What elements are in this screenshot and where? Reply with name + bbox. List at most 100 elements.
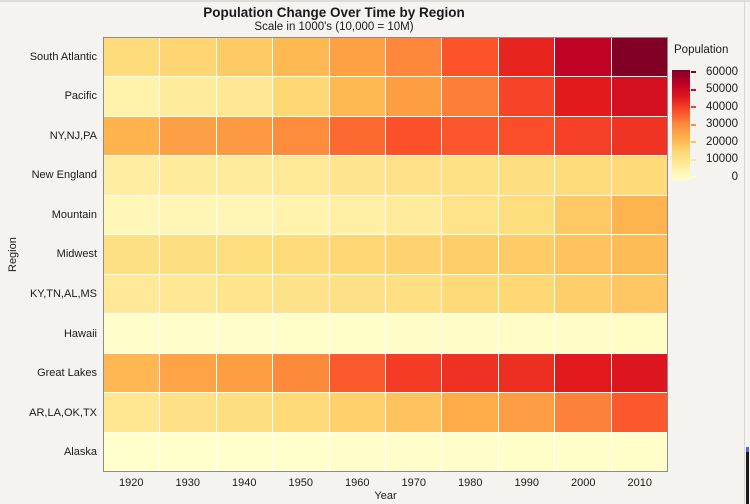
heatmap-cell[interactable] bbox=[160, 235, 216, 274]
heatmap-cell[interactable] bbox=[160, 116, 216, 156]
heatmap-cell[interactable] bbox=[273, 116, 329, 156]
heatmap-cell[interactable] bbox=[273, 195, 329, 235]
heatmap-cell[interactable] bbox=[216, 274, 273, 314]
heatmap-cell[interactable] bbox=[611, 77, 667, 116]
heatmap-cell[interactable] bbox=[442, 156, 498, 195]
heatmap-cell[interactable] bbox=[104, 432, 160, 471]
heatmap-cell[interactable] bbox=[611, 195, 667, 235]
heatmap-cell[interactable] bbox=[555, 38, 611, 77]
heatmap-cell[interactable] bbox=[555, 195, 611, 235]
heatmap-cell[interactable] bbox=[442, 353, 498, 393]
heatmap-cell[interactable] bbox=[386, 195, 442, 235]
heatmap-cell[interactable] bbox=[329, 235, 385, 274]
heatmap-cell[interactable] bbox=[273, 393, 329, 432]
heatmap-cell[interactable] bbox=[160, 38, 216, 77]
heatmap-cell[interactable] bbox=[216, 432, 273, 471]
heatmap-cell[interactable] bbox=[104, 393, 160, 432]
heatmap-cell[interactable] bbox=[555, 353, 611, 393]
heatmap-cell[interactable] bbox=[386, 393, 442, 432]
heatmap-cell[interactable] bbox=[104, 195, 160, 235]
heatmap-cell[interactable] bbox=[555, 235, 611, 274]
heatmap-cell[interactable] bbox=[555, 116, 611, 156]
heatmap-cell[interactable] bbox=[160, 314, 216, 353]
heatmap-cell[interactable] bbox=[160, 195, 216, 235]
heatmap-cell[interactable] bbox=[216, 77, 273, 116]
heatmap-cell[interactable] bbox=[498, 274, 555, 314]
heatmap-cell[interactable] bbox=[498, 432, 555, 471]
heatmap-cell[interactable] bbox=[329, 38, 385, 77]
heatmap-cell[interactable] bbox=[104, 116, 160, 156]
heatmap-cell[interactable] bbox=[386, 432, 442, 471]
heatmap-cell[interactable] bbox=[611, 353, 667, 393]
heatmap-cell[interactable] bbox=[386, 77, 442, 116]
heatmap-cell[interactable] bbox=[104, 353, 160, 393]
heatmap-cell[interactable] bbox=[329, 195, 385, 235]
heatmap-cell[interactable] bbox=[216, 393, 273, 432]
heatmap-cell[interactable] bbox=[386, 274, 442, 314]
heatmap-cell[interactable] bbox=[498, 156, 555, 195]
heatmap-cell[interactable] bbox=[555, 77, 611, 116]
heatmap-cell[interactable] bbox=[273, 314, 329, 353]
heatmap-cell[interactable] bbox=[160, 156, 216, 195]
heatmap-cell[interactable] bbox=[104, 156, 160, 195]
heatmap-cell[interactable] bbox=[273, 156, 329, 195]
heatmap-cell[interactable] bbox=[104, 77, 160, 116]
heatmap-cell[interactable] bbox=[386, 38, 442, 77]
heatmap-cell[interactable] bbox=[498, 116, 555, 156]
heatmap-cell[interactable] bbox=[273, 353, 329, 393]
heatmap-cell[interactable] bbox=[386, 314, 442, 353]
heatmap-cell[interactable] bbox=[498, 195, 555, 235]
heatmap-cell[interactable] bbox=[442, 432, 498, 471]
heatmap-cell[interactable] bbox=[160, 353, 216, 393]
heatmap-cell[interactable] bbox=[216, 353, 273, 393]
heatmap-cell[interactable] bbox=[329, 393, 385, 432]
heatmap-cell[interactable] bbox=[498, 353, 555, 393]
heatmap-cell[interactable] bbox=[442, 38, 498, 77]
heatmap-cell[interactable] bbox=[442, 116, 498, 156]
heatmap-cell[interactable] bbox=[216, 235, 273, 274]
heatmap-cell[interactable] bbox=[160, 274, 216, 314]
heatmap-cell[interactable] bbox=[216, 195, 273, 235]
heatmap-cell[interactable] bbox=[329, 432, 385, 471]
heatmap-cell[interactable] bbox=[104, 314, 160, 353]
heatmap-cell[interactable] bbox=[611, 38, 667, 77]
heatmap-cell[interactable] bbox=[329, 156, 385, 195]
heatmap-cell[interactable] bbox=[273, 432, 329, 471]
heatmap-cell[interactable] bbox=[555, 274, 611, 314]
heatmap-cell[interactable] bbox=[216, 314, 273, 353]
heatmap-cell[interactable] bbox=[160, 432, 216, 471]
heatmap-cell[interactable] bbox=[386, 353, 442, 393]
heatmap-cell[interactable] bbox=[498, 393, 555, 432]
heatmap-cell[interactable] bbox=[611, 393, 667, 432]
heatmap-cell[interactable] bbox=[442, 195, 498, 235]
heatmap-cell[interactable] bbox=[555, 393, 611, 432]
heatmap-cell[interactable] bbox=[611, 432, 667, 471]
heatmap-cell[interactable] bbox=[386, 235, 442, 274]
heatmap-cell[interactable] bbox=[329, 314, 385, 353]
heatmap-cell[interactable] bbox=[611, 235, 667, 274]
heatmap-cell[interactable] bbox=[329, 77, 385, 116]
heatmap-cell[interactable] bbox=[104, 235, 160, 274]
heatmap-cell[interactable] bbox=[104, 274, 160, 314]
heatmap-cell[interactable] bbox=[611, 274, 667, 314]
heatmap-cell[interactable] bbox=[498, 235, 555, 274]
heatmap-cell[interactable] bbox=[216, 156, 273, 195]
heatmap-cell[interactable] bbox=[498, 38, 555, 77]
heatmap-cell[interactable] bbox=[611, 156, 667, 195]
heatmap-cell[interactable] bbox=[442, 314, 498, 353]
heatmap-cell[interactable] bbox=[442, 274, 498, 314]
heatmap-plot-area[interactable] bbox=[103, 37, 668, 472]
heatmap-cell[interactable] bbox=[555, 156, 611, 195]
heatmap-cell[interactable] bbox=[555, 432, 611, 471]
heatmap-cell[interactable] bbox=[611, 116, 667, 156]
heatmap-cell[interactable] bbox=[273, 235, 329, 274]
heatmap-cell[interactable] bbox=[273, 77, 329, 116]
heatmap-cell[interactable] bbox=[442, 393, 498, 432]
heatmap-cell[interactable] bbox=[442, 77, 498, 116]
heatmap-cell[interactable] bbox=[216, 116, 273, 156]
heatmap-cell[interactable] bbox=[104, 38, 160, 77]
heatmap-cell[interactable] bbox=[498, 77, 555, 116]
heatmap-cell[interactable] bbox=[611, 314, 667, 353]
heatmap-cell[interactable] bbox=[160, 393, 216, 432]
heatmap-cell[interactable] bbox=[329, 353, 385, 393]
